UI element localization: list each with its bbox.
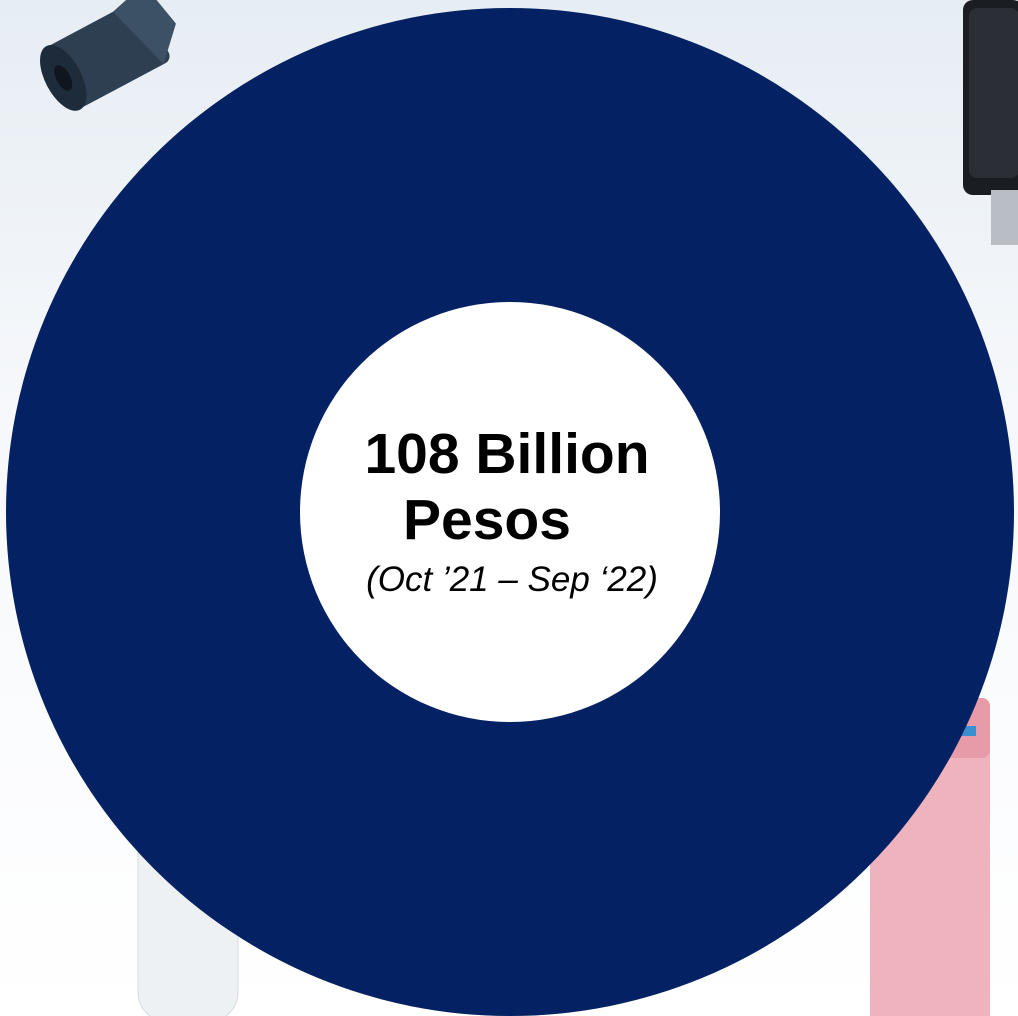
total-value-text: 108 Billion [364, 422, 650, 486]
currency-text: Pesos [403, 488, 571, 552]
period-text: (Oct ’21 – Sep ‘22) [366, 560, 658, 599]
trash-bag-roll-image [40, 0, 176, 111]
donut-center-label: 108 Billion Pesos (Oct ’21 – Sep ‘22) [300, 300, 714, 720]
donut-hole [300, 302, 720, 722]
towel-dispenser-image [963, 0, 1018, 245]
